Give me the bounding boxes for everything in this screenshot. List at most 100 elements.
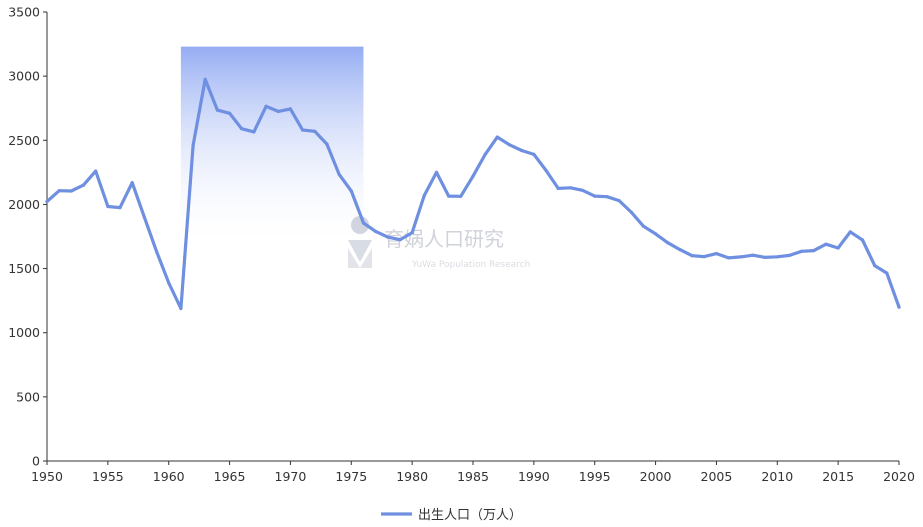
data-point bbox=[118, 206, 122, 210]
x-tick-label: 2015 bbox=[822, 469, 854, 484]
x-tick-label: 1985 bbox=[457, 469, 489, 484]
data-point bbox=[191, 143, 195, 147]
data-point bbox=[130, 181, 134, 185]
data-point bbox=[154, 249, 159, 253]
data-point bbox=[313, 129, 317, 133]
data-point bbox=[775, 255, 779, 259]
y-tick-label: 3500 bbox=[8, 5, 40, 20]
data-point bbox=[459, 194, 463, 198]
data-point bbox=[568, 186, 573, 190]
data-point bbox=[897, 305, 901, 309]
data-point bbox=[240, 127, 244, 131]
data-point bbox=[727, 256, 731, 260]
data-point bbox=[848, 230, 852, 234]
data-point bbox=[94, 169, 98, 173]
data-point bbox=[483, 152, 487, 156]
data-point bbox=[714, 252, 719, 256]
data-point bbox=[349, 189, 353, 193]
x-tick-label: 2010 bbox=[761, 469, 793, 484]
y-tick-label: 2000 bbox=[8, 197, 40, 212]
data-point bbox=[751, 253, 755, 257]
data-point bbox=[252, 130, 256, 134]
data-point bbox=[885, 271, 889, 275]
data-point bbox=[507, 143, 512, 147]
series-points bbox=[45, 77, 901, 311]
data-point bbox=[495, 135, 499, 139]
data-point bbox=[678, 248, 682, 252]
legend: 出生人口（万人） bbox=[381, 508, 522, 523]
data-point bbox=[824, 242, 828, 246]
data-point bbox=[544, 168, 548, 172]
data-point bbox=[702, 255, 706, 259]
data-point bbox=[57, 189, 61, 193]
data-point bbox=[325, 142, 329, 146]
y-tick-label: 0 bbox=[32, 454, 40, 469]
data-point bbox=[215, 108, 219, 112]
x-tick-label: 1990 bbox=[518, 469, 550, 484]
data-point bbox=[593, 194, 597, 198]
watermark-logo-icon bbox=[348, 216, 372, 268]
x-tick-label: 1995 bbox=[579, 469, 611, 484]
y-tick-label: 3000 bbox=[8, 69, 40, 84]
data-point bbox=[386, 235, 390, 239]
data-point bbox=[812, 249, 816, 253]
x-axis-ticks: 1950 1955 1960 1965 1970 1975 1980 1985 1990 1995… bbox=[31, 461, 915, 484]
data-point bbox=[860, 238, 865, 242]
data-point bbox=[398, 238, 402, 242]
x-tick-label: 1965 bbox=[214, 469, 246, 484]
y-tick-label: 1000 bbox=[8, 325, 40, 340]
data-point bbox=[666, 241, 670, 245]
data-point bbox=[605, 195, 609, 199]
data-point bbox=[45, 199, 49, 204]
x-tick-label: 1960 bbox=[153, 469, 185, 484]
data-point bbox=[629, 210, 633, 214]
legend-label: 出生人口（万人） bbox=[418, 508, 522, 523]
data-point bbox=[617, 199, 621, 203]
data-point bbox=[520, 148, 524, 153]
data-point bbox=[690, 254, 694, 258]
x-tick-label: 1970 bbox=[275, 469, 307, 484]
data-point bbox=[654, 232, 658, 236]
y-tick-label: 1500 bbox=[8, 261, 40, 276]
data-point bbox=[836, 246, 840, 250]
x-tick-label: 1955 bbox=[92, 469, 124, 484]
data-point bbox=[410, 231, 414, 235]
data-point bbox=[434, 170, 439, 174]
y-tick-label: 500 bbox=[16, 389, 40, 404]
data-point bbox=[228, 111, 232, 115]
data-point bbox=[81, 183, 86, 187]
data-point bbox=[739, 255, 743, 259]
data-point bbox=[203, 77, 207, 81]
y-tick-label: 2500 bbox=[8, 133, 40, 148]
x-tick-label: 2020 bbox=[883, 469, 915, 484]
data-point bbox=[556, 186, 560, 190]
data-point bbox=[532, 152, 536, 156]
data-point bbox=[337, 172, 341, 176]
x-tick-label: 2000 bbox=[640, 469, 672, 484]
data-point bbox=[447, 194, 451, 198]
watermark: 育娲人口研究 YuWa Population Research bbox=[348, 216, 530, 270]
data-point bbox=[580, 188, 585, 192]
x-tick-label: 1975 bbox=[335, 469, 367, 484]
data-point bbox=[361, 221, 366, 225]
data-point bbox=[264, 104, 268, 108]
highlight-band bbox=[180, 46, 364, 250]
data-point bbox=[179, 306, 183, 311]
data-point bbox=[422, 193, 426, 197]
x-tick-label: 2005 bbox=[701, 469, 733, 484]
data-point bbox=[800, 249, 804, 253]
data-point bbox=[763, 255, 767, 259]
data-point bbox=[69, 189, 73, 193]
watermark-subtitle: YuWa Population Research bbox=[411, 260, 530, 270]
y-axis-ticks: 0 500 1000 1500 2000 2500 3000 3500 bbox=[8, 5, 47, 469]
series-line-birth-population bbox=[45, 77, 901, 311]
data-point bbox=[873, 264, 877, 268]
data-point bbox=[471, 174, 475, 178]
data-point bbox=[641, 224, 646, 228]
data-point bbox=[301, 128, 305, 132]
x-tick-label: 1950 bbox=[31, 469, 63, 484]
data-point bbox=[167, 281, 171, 285]
data-point bbox=[142, 215, 146, 219]
x-tick-label: 1980 bbox=[396, 469, 428, 484]
